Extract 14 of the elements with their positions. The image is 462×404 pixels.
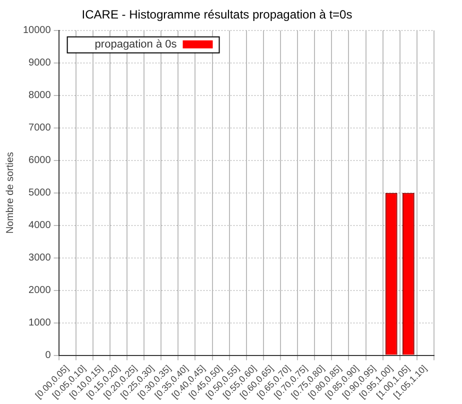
y-tick-label: 10000 xyxy=(22,25,52,36)
y-tick-label: 2000 xyxy=(28,285,52,296)
legend-label: propagation à 0s xyxy=(94,38,178,50)
y-tick-label: 6000 xyxy=(28,155,52,166)
y-tick-label: 0 xyxy=(45,350,52,362)
y-tick-label: 1000 xyxy=(28,318,52,329)
y-tick-label: 9000 xyxy=(28,58,52,69)
y-tick-label: 8000 xyxy=(28,90,52,102)
y-tick-label: 7000 xyxy=(28,122,52,134)
y-tick-label: 4000 xyxy=(28,220,52,232)
chart-title: ICARE - Histogramme résultats propagation à t=0s xyxy=(82,8,352,22)
y-axis-title: Nombre de sorties xyxy=(4,152,16,234)
y-tick-label: 3000 xyxy=(28,252,52,264)
y-tick-label: 5000 xyxy=(28,188,52,199)
